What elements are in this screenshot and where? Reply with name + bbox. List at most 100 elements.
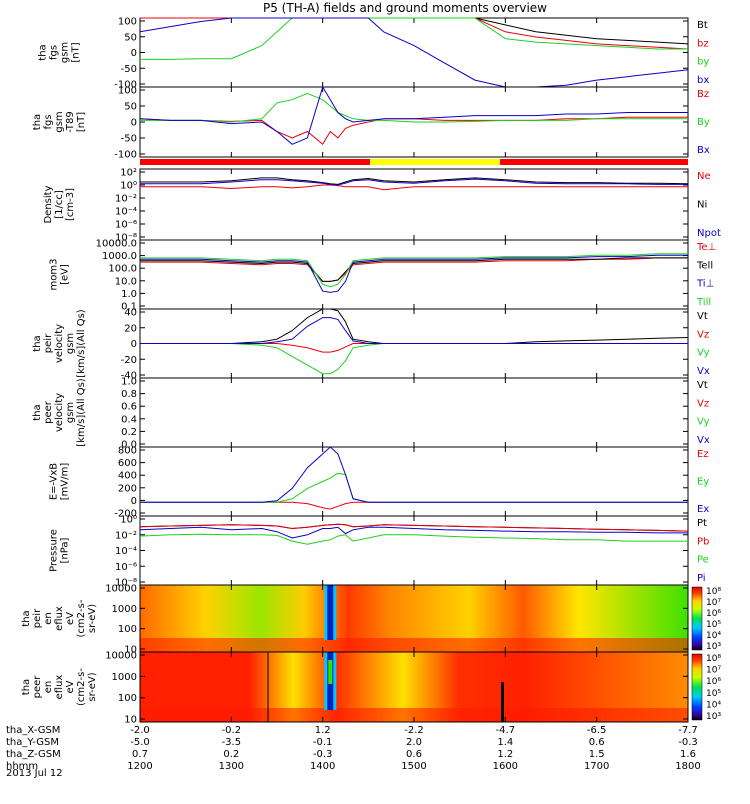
y-axis-label: sr-eV) <box>87 672 98 701</box>
y-tick-label: 10 <box>124 645 137 656</box>
x-axis-tick-label: -2.2 <box>404 725 424 736</box>
y-axis-label: tha <box>21 610 32 626</box>
colorbar-tick-label: 10⁴ <box>706 631 721 641</box>
y-axis-label: tha <box>21 679 32 695</box>
y-axis-label: peer <box>32 675 43 699</box>
y-tick-label: 400 <box>118 471 137 482</box>
y-axis-label: eV <box>65 612 76 625</box>
colorbar-tick-label: 10⁶ <box>706 677 721 687</box>
series-line-Te⊥ <box>140 257 688 282</box>
panel-peer: 1.00.8 0.60.4 0.2 0.0 tha peer velocity gsm [km/… <box>32 377 710 451</box>
x-axis-tick-label: 1800 <box>675 761 700 772</box>
y-tick-label: 10⁻⁴ <box>115 546 137 557</box>
x-axis-row-label: tha_Z-GSM <box>6 749 61 760</box>
legend-entry: Ez <box>697 449 709 460</box>
y-tick-label: 10⁻⁴ <box>115 207 137 218</box>
y-axis-label: E=-VxB <box>49 463 60 500</box>
legend-entry: Ti⊥ <box>696 279 714 290</box>
y-axis-label: gsm <box>65 333 76 354</box>
y-axis-label: peer <box>43 400 54 424</box>
series-line-Ni <box>140 177 689 185</box>
legend-entry: Bz <box>697 89 709 100</box>
panel-frame <box>139 446 689 517</box>
y-tick-label: 0.8 <box>121 389 137 400</box>
colorbar-tick-label: 10⁷ <box>706 598 721 608</box>
y-tick-label: 10⁻⁶ <box>115 220 137 231</box>
legend-entry: Ey <box>697 477 709 488</box>
spectrogram-low-band <box>140 638 688 652</box>
y-axis-label: [cm-3] <box>65 188 76 221</box>
y-tick-label: 10⁻² <box>115 530 137 541</box>
y-axis-label: peir <box>43 333 54 353</box>
x-axis-tick-label: -0.3 <box>313 749 333 760</box>
x-axis-tick-label: 1.6 <box>680 749 696 760</box>
y-tick-label: 0.1 <box>121 302 137 313</box>
legend-entry: Bx <box>697 145 710 156</box>
y-axis-label: [nT] <box>76 112 87 132</box>
y-tick-label: 0 <box>131 48 137 59</box>
y-tick-label: 1000.0 <box>102 251 137 262</box>
y-tick-label: 50 <box>124 32 137 43</box>
legend-entry: Vz <box>697 398 709 409</box>
panel-frame <box>139 515 689 586</box>
y-tick-label: 100 <box>118 624 137 635</box>
x-axis-tick-label: 1.5 <box>589 749 605 760</box>
y-tick-label: 100.0 <box>108 264 137 275</box>
colorbar-tick-label: 10⁷ <box>706 666 721 676</box>
x-axis-tick-label: 1500 <box>401 761 426 772</box>
orbit-bar-red-right <box>500 159 688 165</box>
y-axis-label: Density <box>43 185 54 223</box>
x-axis-tick-label: 1300 <box>219 761 244 772</box>
x-axis-row-label: tha_X-GSM <box>6 725 60 736</box>
x-axis-tick-label: -7.7 <box>678 725 698 736</box>
y-tick-label: 10⁻⁶ <box>115 562 137 573</box>
x-axis-tick-label: -5.0 <box>130 737 150 748</box>
legend-entry: Vy <box>697 348 710 359</box>
orbit-bar-red-left <box>140 159 400 165</box>
y-tick-label: 20 <box>124 323 137 334</box>
series-line-Ez <box>140 501 688 510</box>
series-line-Vy <box>140 343 688 375</box>
colorbar-peerspec <box>691 653 703 721</box>
colorbar-tick-label: 10⁵ <box>706 689 721 699</box>
x-axis-tick-label: -2.0 <box>130 725 150 736</box>
y-axis-label: [1/cc] <box>54 190 65 219</box>
series-line-bx <box>139 17 689 88</box>
legend-entry: Vy <box>697 417 710 428</box>
y-tick-label: 100 <box>118 17 137 28</box>
series-line-Vx <box>140 317 688 344</box>
y-axis-label: eflux <box>54 675 65 700</box>
spectrogram-low-band <box>140 708 688 722</box>
legend-entry: Pb <box>697 536 709 547</box>
legend-entry: bx <box>697 75 709 86</box>
y-axis-label: en <box>43 612 54 625</box>
x-axis-row-label: tha_Y-GSM <box>6 737 59 748</box>
legend-entry: Pi <box>697 573 706 584</box>
x-axis-tick-label: -0.1 <box>313 737 333 748</box>
y-tick-label: 10⁰ <box>120 515 137 526</box>
colorbar-tick-label: 10⁵ <box>706 620 721 630</box>
y-tick-label: 1000 <box>112 604 137 615</box>
x-axis-tick-label: 1600 <box>493 761 518 772</box>
y-tick-label: 10000.0 <box>96 239 137 250</box>
y-axis-label: [km/s](All Qs) <box>76 378 87 446</box>
y-tick-label: -100 <box>114 150 137 161</box>
series-line-Npot <box>140 178 688 186</box>
y-axis-label: gsm <box>65 402 76 423</box>
series-line-Ne <box>140 184 688 191</box>
legend-entry: Pt <box>697 518 707 529</box>
legend-entry: Vx <box>697 435 710 446</box>
colorbar-tick-label: 10⁶ <box>706 609 721 619</box>
x-axis-tick-label: 0.7 <box>132 749 148 760</box>
y-axis-label: sr-eV) <box>87 604 98 633</box>
x-axis-tick-label: 1.4 <box>497 737 513 748</box>
x-axis-tick-label: -4.7 <box>496 725 516 736</box>
colorbar-tick-label: 10⁴ <box>706 700 721 710</box>
y-axis-label: fgs <box>43 114 54 129</box>
x-axis-tick-label: -0.2 <box>222 725 242 736</box>
legend-entry: Ni <box>697 200 707 211</box>
